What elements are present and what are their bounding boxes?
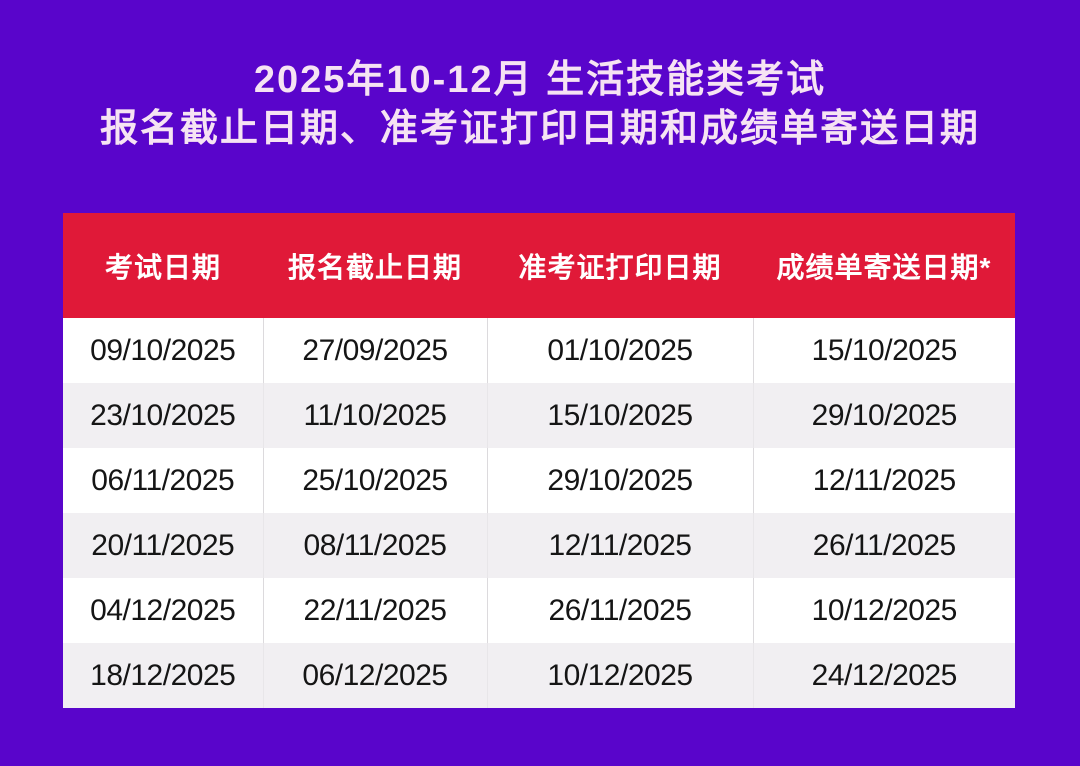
table-cell: 01/10/2025: [486, 318, 753, 383]
table-cell: 06/11/2025: [91, 463, 235, 497]
table-row: 23/10/2025 11/10/2025 15/10/2025 29/10/2…: [63, 383, 1015, 448]
table-cell: 15/10/2025: [487, 383, 753, 448]
column-header-admission-ticket-print-date: 准考证打印日期: [487, 213, 753, 318]
column-header-exam-date: 考试日期: [63, 213, 263, 318]
table-cell: 08/11/2025: [263, 513, 487, 578]
page-title-line-1: 2025年10-12月 生活技能类考试: [253, 59, 827, 101]
table-cell: 06/12/2025: [263, 643, 487, 708]
table-row: 20/11/2025 08/11/2025 12/11/2025 26/11/2…: [63, 513, 1015, 578]
table-row: 18/12/2025 06/12/2025 10/12/2025 24/12/2…: [63, 643, 1015, 708]
table-cell: 20/11/2025: [91, 528, 235, 562]
table-header-row: 考试日期 报名截止日期 准考证打印日期 成绩单寄送日期*: [63, 213, 1015, 318]
table-cell: 29/10/2025: [753, 383, 1015, 448]
table-cell: 25/10/2025: [262, 448, 487, 513]
table-cell: 18/12/2025: [90, 658, 236, 692]
table-cell: 26/11/2025: [486, 578, 753, 643]
table-cell: 12/11/2025: [752, 448, 1015, 513]
table-cell: 04/12/2025: [90, 593, 236, 627]
table-cell: 15/10/2025: [752, 318, 1015, 383]
table-cell: 27/09/2025: [262, 318, 487, 383]
table-cell: 22/11/2025: [262, 578, 487, 643]
page-title: 2025年10-12月 生活技能类考试 报名截止日期、准考证打印日期和成绩单寄送…: [0, 56, 1080, 154]
table-cell: 29/10/2025: [486, 448, 753, 513]
table-row: 04/12/2025 22/11/2025 26/11/2025 10/12/2…: [63, 578, 1015, 643]
table-cell: 09/10/2025: [90, 333, 236, 367]
table-cell: 23/10/2025: [90, 398, 236, 432]
table-cell: 10/12/2025: [487, 643, 753, 708]
table-cell: 26/11/2025: [753, 513, 1015, 578]
table-row: 09/10/2025 27/09/2025 01/10/2025 15/10/2…: [63, 318, 1015, 383]
table-row: 06/11/2025 25/10/2025 29/10/2025 12/11/2…: [63, 448, 1015, 513]
table-cell: 10/12/2025: [752, 578, 1015, 643]
table-cell: 11/10/2025: [263, 383, 487, 448]
column-header-registration-deadline: 报名截止日期: [263, 213, 487, 318]
column-header-score-report-mailing-date: 成绩单寄送日期*: [753, 213, 1015, 318]
table-cell: 12/11/2025: [487, 513, 753, 578]
exam-schedule-table: 考试日期 报名截止日期 准考证打印日期 成绩单寄送日期* 09/10/2025 …: [63, 213, 1015, 708]
table-cell: 24/12/2025: [753, 643, 1015, 708]
page-title-line-2: 报名截止日期、准考证打印日期和成绩单寄送日期: [99, 108, 980, 150]
